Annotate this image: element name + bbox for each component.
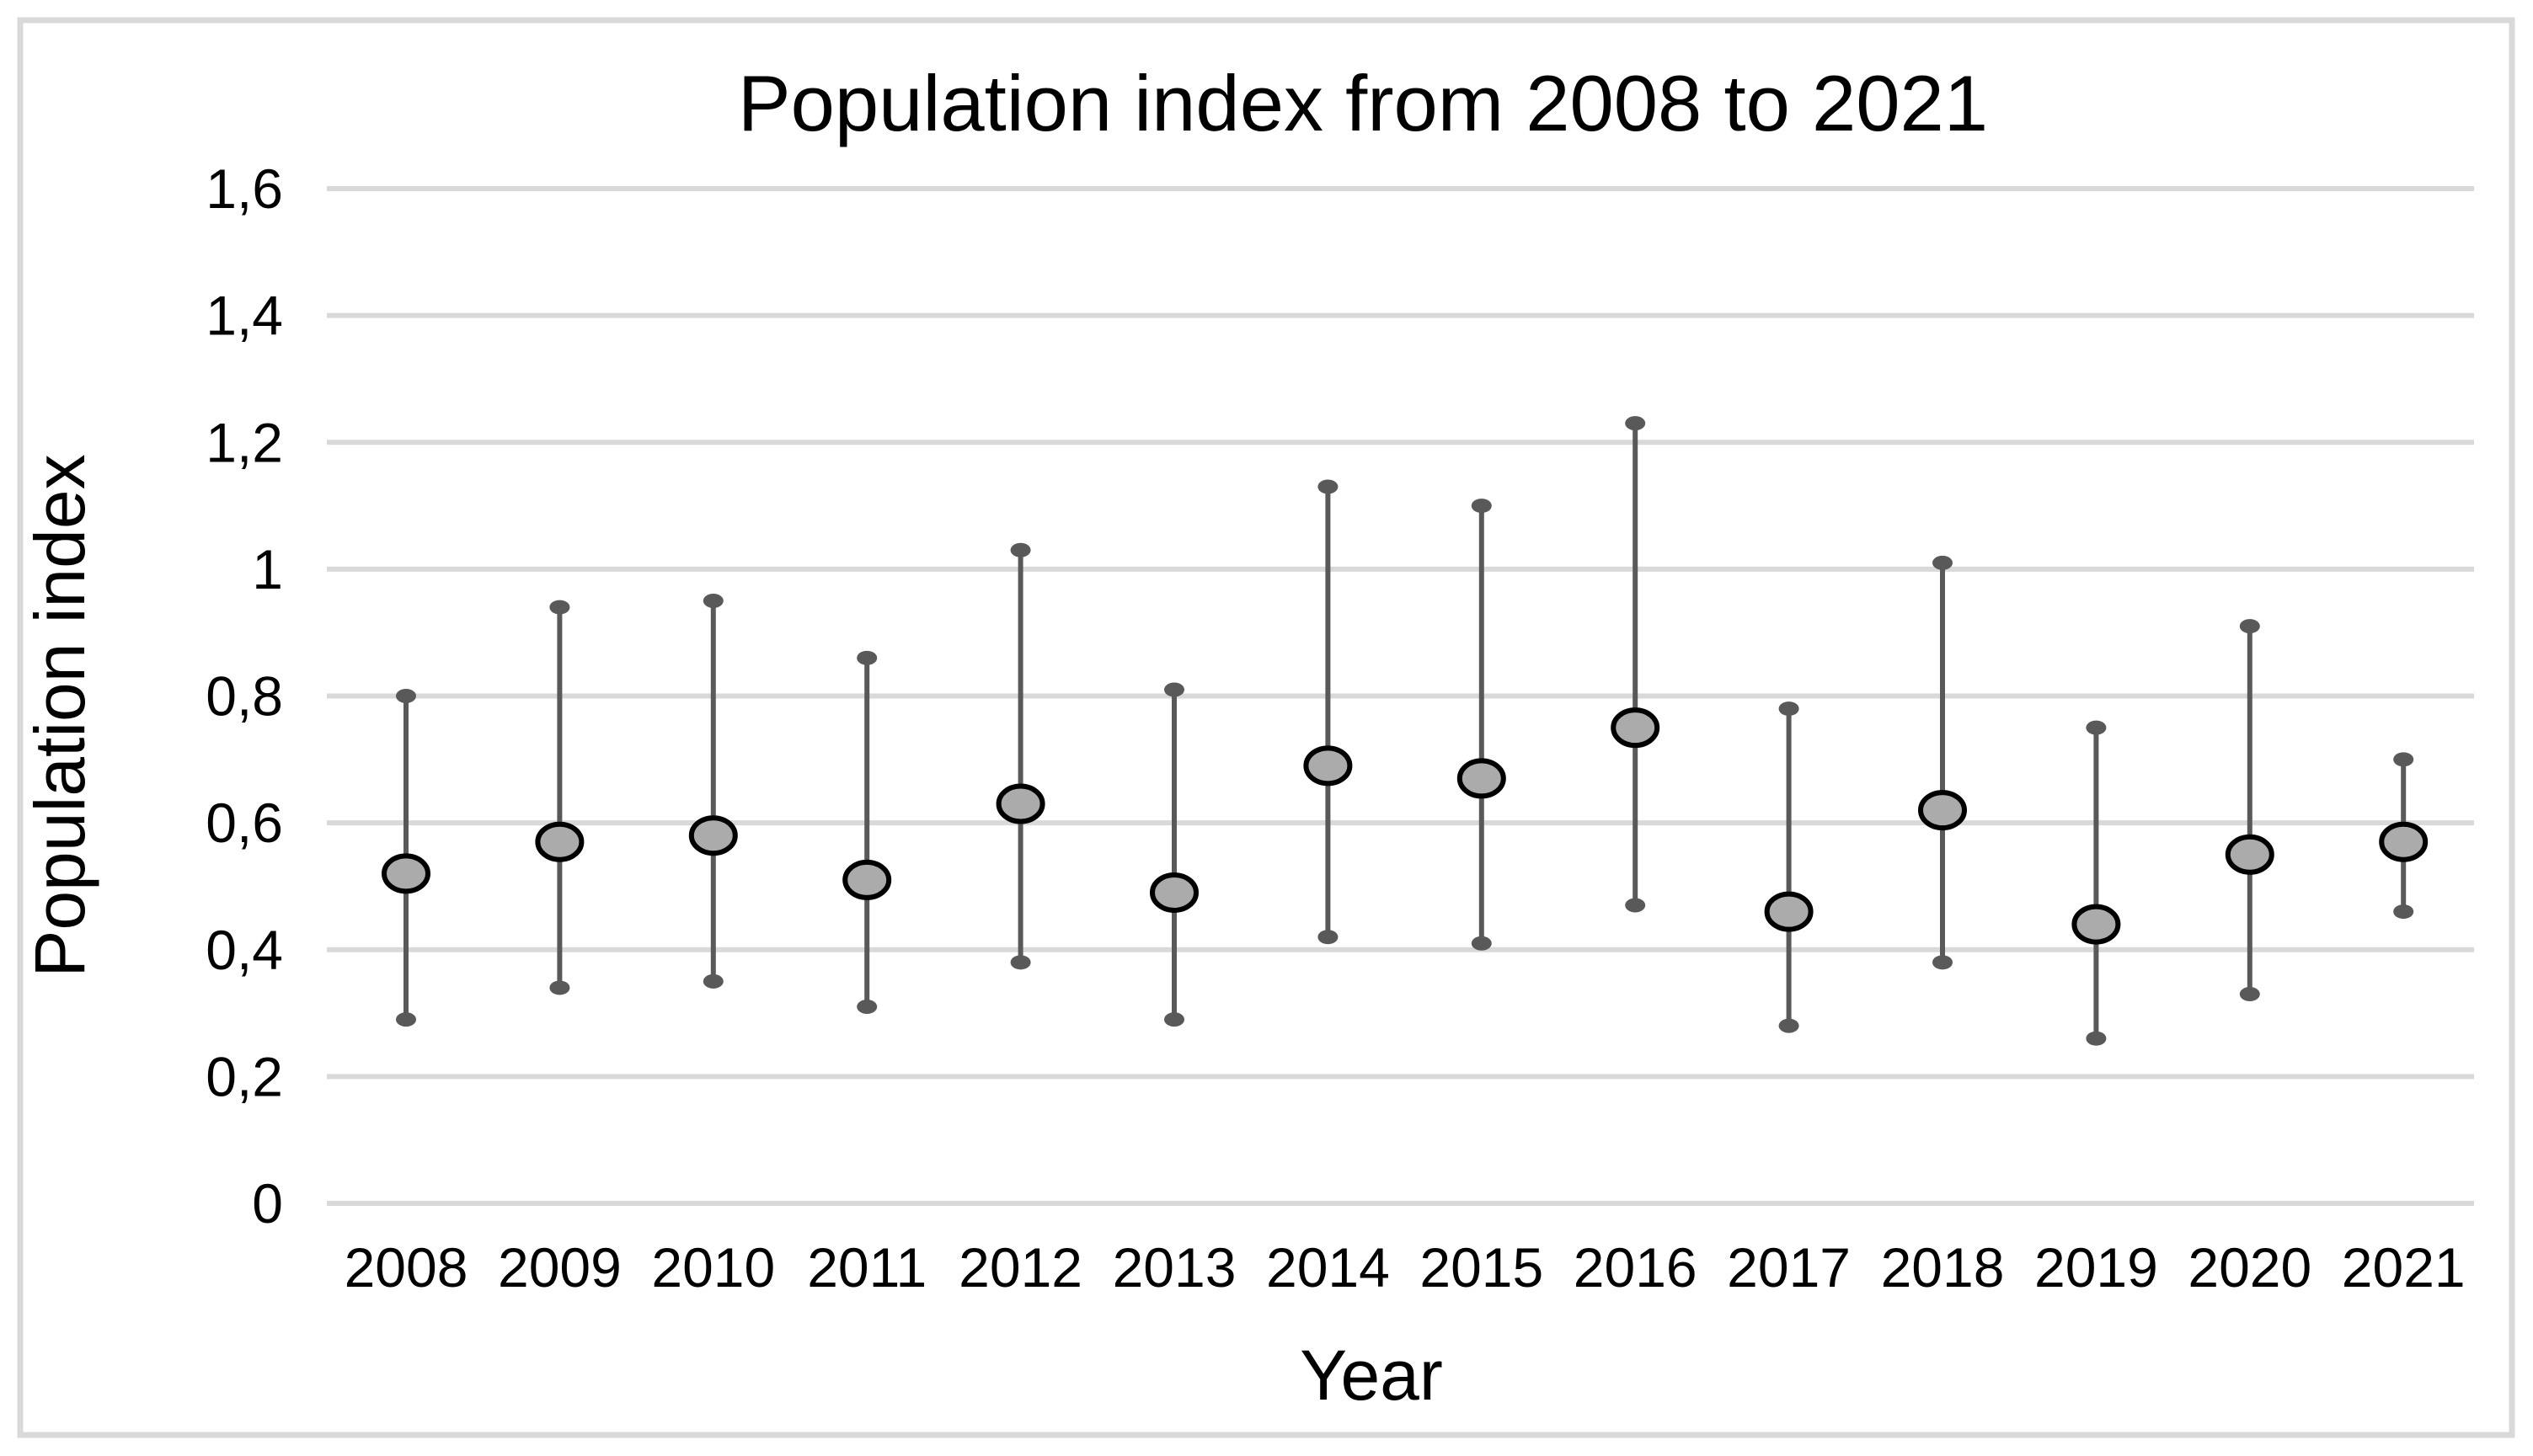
x-tick-label: 2013 <box>1113 1236 1237 1299</box>
lower-cap-dot <box>2393 904 2414 920</box>
lower-cap-dot <box>396 1012 416 1027</box>
data-point-2015 <box>1456 499 1506 951</box>
mean-marker <box>1918 790 1967 831</box>
upper-cap-dot <box>396 689 416 703</box>
data-point-2014 <box>1303 479 1353 945</box>
upper-cap-dot <box>2086 720 2107 735</box>
lower-cap-dot <box>2239 986 2260 1001</box>
mean-marker <box>1611 707 1660 749</box>
upper-cap-dot <box>1625 416 1646 431</box>
upper-cap-dot <box>1010 542 1031 557</box>
lower-cap-dot <box>857 1000 878 1015</box>
data-point-2021 <box>2379 752 2429 920</box>
upper-cap-dot <box>1778 701 1799 717</box>
x-tick-label: 2012 <box>959 1236 1082 1299</box>
lower-cap-dot <box>1317 930 1339 945</box>
upper-cap-dot <box>1317 479 1339 494</box>
x-tick-label: 2020 <box>2188 1236 2311 1299</box>
mean-marker <box>2225 834 2274 875</box>
mean-marker <box>535 821 585 862</box>
lower-cap-dot <box>1010 955 1031 970</box>
lower-cap-dot <box>1625 898 1646 913</box>
upper-cap-dot <box>1164 682 1184 697</box>
data-point-2008 <box>382 689 430 1027</box>
y-tick-label: 0,6 <box>206 792 283 854</box>
mean-marker <box>842 859 892 900</box>
upper-cap-dot <box>2239 619 2260 634</box>
lower-cap-dot <box>549 980 570 995</box>
data-point-2019 <box>2071 720 2121 1046</box>
data-point-2009 <box>535 600 585 995</box>
mean-marker <box>996 783 1045 824</box>
y-axis-tick-labels: 0 0,2 0,4 0,6 0,8 1 1,2 1,4 1,6 <box>206 157 283 1235</box>
lower-cap-dot <box>2086 1031 2107 1046</box>
x-tick-label: 2018 <box>1881 1236 2005 1299</box>
upper-cap-dot <box>549 600 570 615</box>
x-tick-label: 2008 <box>345 1236 468 1299</box>
x-tick-label: 2017 <box>1727 1236 1851 1299</box>
y-tick-label: 0 <box>252 1172 283 1235</box>
y-tick-label: 0,8 <box>206 665 283 728</box>
mean-marker <box>382 853 430 894</box>
x-tick-label: 2015 <box>1419 1236 1543 1299</box>
data-point-2016 <box>1611 416 1660 913</box>
mean-marker <box>688 815 738 856</box>
mean-marker <box>1150 872 1199 913</box>
lower-cap-dot <box>1778 1018 1799 1033</box>
mean-marker <box>1456 758 1506 799</box>
x-axis-title: Year <box>1300 1336 1443 1415</box>
y-axis-title: Population index <box>20 454 99 977</box>
mean-marker <box>1764 891 1814 932</box>
upper-cap-dot <box>1471 499 1492 514</box>
upper-cap-dot <box>1932 555 1953 570</box>
data-point-2013 <box>1150 682 1199 1027</box>
mean-marker <box>1303 745 1353 787</box>
x-tick-label: 2009 <box>498 1236 622 1299</box>
upper-cap-dot <box>2393 752 2414 767</box>
data-point-2011 <box>842 650 892 1015</box>
lower-cap-dot <box>1471 936 1492 951</box>
chart-border-frame <box>17 17 2515 1438</box>
x-axis-tick-labels: 2008 2009 2010 2011 2012 2013 2014 2015 2016 2017… <box>345 1236 2466 1299</box>
lower-cap-dot <box>703 973 724 989</box>
gridlines <box>327 186 2474 1206</box>
x-tick-label: 2021 <box>2342 1236 2466 1299</box>
x-tick-label: 2010 <box>651 1236 775 1299</box>
y-tick-label: 1,6 <box>206 157 283 220</box>
y-tick-label: 0,2 <box>206 1045 283 1107</box>
lower-cap-dot <box>1932 955 1953 970</box>
x-tick-label: 2016 <box>1574 1236 1697 1299</box>
data-point-2012 <box>996 542 1045 970</box>
chart-title: Population index from 2008 to 2021 <box>738 59 1988 147</box>
data-point-2017 <box>1764 701 1814 1033</box>
upper-cap-dot <box>857 650 878 665</box>
data-series <box>382 416 2429 1046</box>
y-tick-label: 0,4 <box>206 919 283 981</box>
lower-cap-dot <box>1164 1012 1184 1027</box>
x-tick-label: 2014 <box>1266 1236 1390 1299</box>
mean-marker <box>2379 821 2429 862</box>
y-tick-label: 1 <box>252 538 283 600</box>
mean-marker <box>2071 904 2121 945</box>
y-tick-label: 1,2 <box>206 411 283 473</box>
data-point-2010 <box>688 594 738 989</box>
data-point-2020 <box>2225 619 2274 1001</box>
y-tick-label: 1,4 <box>206 285 283 347</box>
x-tick-label: 2019 <box>2034 1236 2158 1299</box>
upper-cap-dot <box>703 594 724 609</box>
data-point-2018 <box>1918 555 1967 970</box>
x-tick-label: 2011 <box>807 1236 927 1299</box>
